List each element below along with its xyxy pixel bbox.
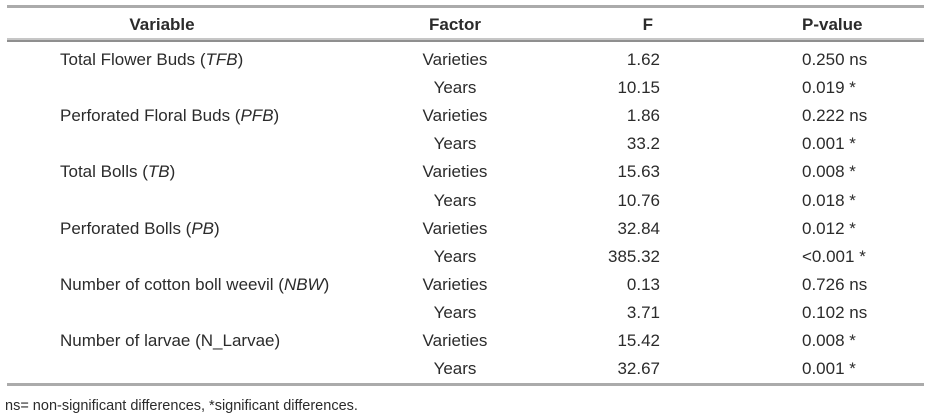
- factor-cell: Years: [433, 134, 477, 154]
- table-body: Total Flower Buds (TFB) Varieties 1.62 0…: [0, 46, 933, 383]
- factor-cell: Years: [433, 246, 477, 266]
- table-rule-bottom: [7, 383, 924, 386]
- factor-cell: Varieties: [422, 330, 488, 350]
- table-row: Years 10.76 0.018 *: [0, 186, 933, 214]
- column-header-factor: Factor: [429, 15, 481, 34]
- p-value-cell: 0.018 *: [802, 190, 856, 210]
- table-row: Total Flower Buds (TFB) Varieties 1.62 0…: [0, 46, 933, 74]
- factor-cell: Varieties: [422, 274, 488, 294]
- table-row: Perforated Bolls (PB) Varieties 32.84 0.…: [0, 215, 933, 243]
- f-cell: 3.71: [626, 302, 660, 322]
- variable-cell: Number of cotton boll weevil (NBW): [0, 275, 390, 295]
- factor-cell: Varieties: [422, 162, 488, 182]
- table-row: Years 32.67 0.001 *: [0, 355, 933, 383]
- f-cell: 385.32: [608, 246, 660, 266]
- table-row: Years 33.2 0.001 *: [0, 130, 933, 158]
- table-row: Number of larvae (N_Larvae) Varieties 15…: [0, 327, 933, 355]
- f-cell: 1.86: [626, 106, 660, 126]
- variable-cell: Number of larvae (N_Larvae): [0, 331, 390, 351]
- variable-text: Perforated Bolls (: [60, 218, 192, 238]
- table-rule-under-header: [7, 38, 924, 42]
- table-row: Years 385.32 <0.001 *: [0, 243, 933, 271]
- variable-text: ): [273, 106, 280, 126]
- p-value-cell: 0.008 *: [802, 162, 856, 182]
- f-cell: 15.42: [617, 330, 660, 350]
- column-header-f: F: [642, 15, 653, 34]
- table-row: Years 10.15 0.019 *: [0, 74, 933, 102]
- column-header-p-value: P-value: [802, 15, 863, 34]
- table-row: Years 3.71 0.102 ns: [0, 299, 933, 327]
- factor-cell: Varieties: [422, 50, 488, 70]
- p-value-cell: 0.008 *: [802, 330, 856, 350]
- variable-cell: Perforated Bolls (PB): [0, 219, 390, 239]
- variable-text: Number of cotton boll weevil (: [60, 274, 284, 294]
- p-value-cell: 0.001 *: [802, 134, 856, 154]
- variable-cell: Total Bolls (TB): [0, 162, 390, 182]
- variable-cell: Perforated Floral Buds (PFB): [0, 106, 390, 126]
- table-row: Total Bolls (TB) Varieties 15.63 0.008 *: [0, 158, 933, 186]
- variable-abbr: PB: [191, 218, 215, 238]
- table-row: Number of cotton boll weevil (NBW) Varie…: [0, 271, 933, 299]
- f-cell: 10.76: [617, 190, 660, 210]
- p-value-cell: 0.250 ns: [802, 50, 868, 70]
- p-value-cell: 0.102 ns: [802, 302, 868, 322]
- p-value-cell: 0.726 ns: [802, 274, 868, 294]
- factor-cell: Years: [433, 190, 477, 210]
- table-header-row: Variable Factor F P-value: [0, 12, 933, 38]
- factor-cell: Years: [433, 302, 477, 322]
- variable-abbr: PFB: [240, 106, 274, 126]
- table-footnote: ns= non-significant differences, *signif…: [5, 398, 358, 414]
- p-value-cell: 0.012 *: [802, 218, 856, 238]
- table-row: Perforated Floral Buds (PFB) Varieties 1…: [0, 102, 933, 130]
- factor-cell: Varieties: [422, 106, 488, 126]
- p-value-cell: 0.222 ns: [802, 106, 868, 126]
- f-cell: 33.2: [626, 134, 660, 154]
- variable-abbr: NBW: [283, 274, 324, 294]
- f-cell: 32.67: [617, 359, 660, 379]
- variable-text: ): [323, 274, 330, 294]
- variable-text: ): [214, 218, 220, 238]
- variable-text: Perforated Floral Buds (: [60, 106, 241, 126]
- variable-text: Number of larvae (N_Larvae): [60, 330, 281, 350]
- f-cell: 15.63: [617, 162, 660, 182]
- factor-cell: Varieties: [422, 218, 488, 238]
- table-rule-top: [7, 5, 924, 8]
- variable-abbr: TB: [147, 162, 170, 182]
- factor-cell: Years: [433, 359, 477, 379]
- p-value-cell: 0.019 *: [802, 78, 856, 98]
- f-cell: 10.15: [617, 78, 660, 98]
- variable-text: ): [169, 162, 176, 182]
- variable-text: Total Bolls (: [60, 162, 148, 182]
- factor-cell: Years: [433, 78, 477, 98]
- variable-abbr: TFB: [205, 50, 238, 70]
- f-cell: 32.84: [617, 218, 660, 238]
- variable-cell: Total Flower Buds (TFB): [0, 50, 390, 70]
- variable-text: ): [237, 50, 244, 70]
- column-header-variable: Variable: [129, 15, 195, 34]
- f-cell: 0.13: [626, 274, 660, 294]
- p-value-cell: <0.001 *: [802, 246, 866, 266]
- f-cell: 1.62: [626, 50, 660, 70]
- p-value-cell: 0.001 *: [802, 359, 856, 379]
- variable-text: Total Flower Buds (: [60, 50, 206, 70]
